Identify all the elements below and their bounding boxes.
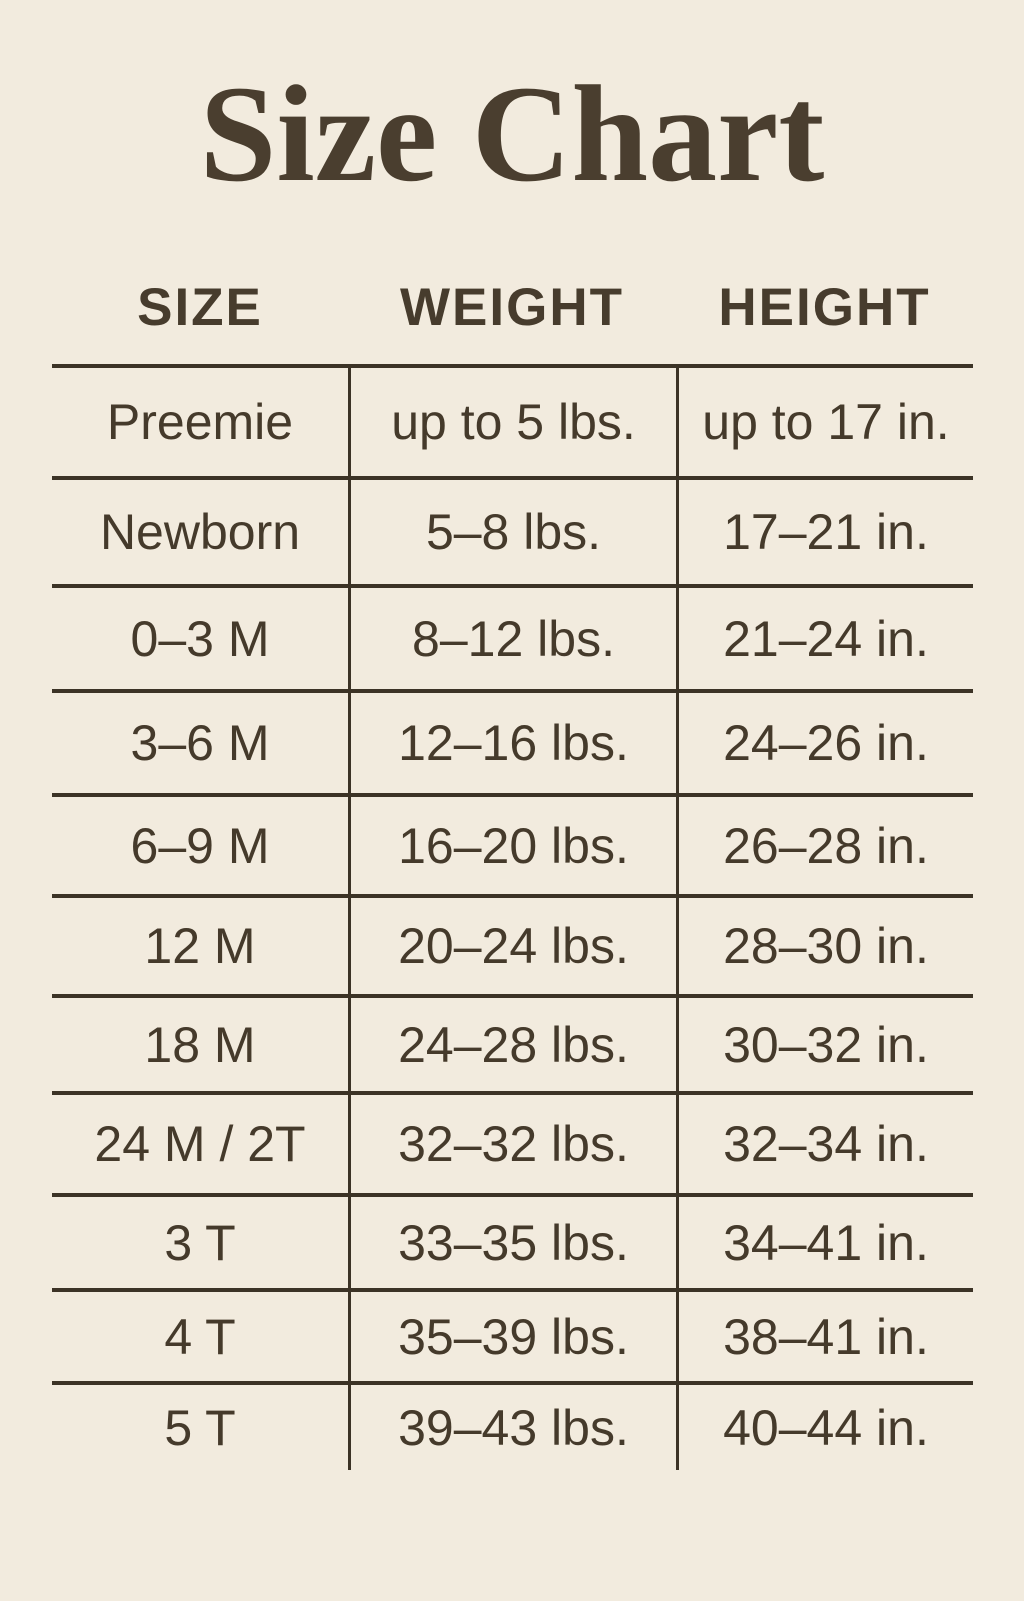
table-row: 5 T 39–43 lbs. 40–44 in.	[52, 1385, 973, 1470]
cell-height: 24–26 in.	[676, 693, 973, 793]
cell-weight: 24–28 lbs.	[348, 998, 676, 1091]
cell-weight: up to 5 lbs.	[348, 368, 676, 476]
table-row: Newborn 5–8 lbs. 17–21 in.	[52, 480, 973, 588]
cell-size: Newborn	[99, 504, 301, 560]
cell-size: 0–3 M	[130, 610, 270, 667]
column-header-size: SIZE	[137, 278, 263, 337]
cell-weight: 39–43 lbs.	[348, 1385, 676, 1470]
cell-size: 4 T	[164, 1308, 236, 1365]
table-row: Preemie up to 5 lbs. up to 17 in.	[52, 368, 973, 480]
table-row: 6–9 M 16–20 lbs. 26–28 in.	[52, 797, 973, 898]
cell-height: 17–21 in.	[676, 480, 973, 584]
table-row: 12 M 20–24 lbs. 28–30 in.	[52, 898, 973, 998]
cell-weight: 20–24 lbs.	[348, 898, 676, 994]
column-header-height: HEIGHT	[718, 278, 931, 337]
cell-size: Preemie	[106, 394, 294, 450]
cell-weight: 32–32 lbs.	[348, 1095, 676, 1193]
cell-height: 34–41 in.	[676, 1197, 973, 1288]
cell-height: 21–24 in.	[676, 588, 973, 689]
cell-weight: 5–8 lbs.	[348, 480, 676, 584]
table-row: 24 M / 2T 32–32 lbs. 32–34 in.	[52, 1095, 973, 1197]
cell-height: up to 17 in.	[676, 368, 973, 476]
table-row: 18 M 24–28 lbs. 30–32 in.	[52, 998, 973, 1095]
table-row: 3 T 33–35 lbs. 34–41 in.	[52, 1197, 973, 1292]
table-header-row: SIZE WEIGHT HEIGHT	[52, 281, 973, 334]
cell-size: 3–6 M	[130, 715, 270, 771]
cell-height: 30–32 in.	[676, 998, 973, 1091]
cell-weight: 16–20 lbs.	[348, 797, 676, 894]
page-title: Size Chart	[199, 57, 825, 210]
table-row: 3–6 M 12–16 lbs. 24–26 in.	[52, 693, 973, 797]
cell-size: 18 M	[144, 1016, 256, 1073]
cell-size: 12 M	[144, 918, 256, 974]
cell-weight: 35–39 lbs.	[348, 1292, 676, 1381]
cell-weight: 33–35 lbs.	[348, 1197, 676, 1288]
cell-height: 40–44 in.	[676, 1385, 973, 1470]
column-header-weight: WEIGHT	[400, 278, 624, 337]
table-row: 0–3 M 8–12 lbs. 21–24 in.	[52, 588, 973, 693]
cell-weight: 12–16 lbs.	[348, 693, 676, 793]
size-table: Preemie up to 5 lbs. up to 17 in. Newborn 5–…	[52, 364, 973, 1470]
cell-size: 3 T	[164, 1214, 236, 1271]
cell-size: 24 M / 2T	[94, 1116, 306, 1172]
cell-height: 28–30 in.	[676, 898, 973, 994]
size-chart-page: Size Chart SIZE WEIGHT HEIGHT Preemie up …	[0, 65, 1024, 1470]
cell-size: 5 T	[164, 1399, 236, 1456]
cell-height: 26–28 in.	[676, 797, 973, 894]
cell-weight: 8–12 lbs.	[348, 588, 676, 689]
cell-height: 32–34 in.	[676, 1095, 973, 1193]
cell-size: 6–9 M	[130, 817, 270, 874]
table-row: 4 T 35–39 lbs. 38–41 in.	[52, 1292, 973, 1385]
cell-height: 38–41 in.	[676, 1292, 973, 1381]
